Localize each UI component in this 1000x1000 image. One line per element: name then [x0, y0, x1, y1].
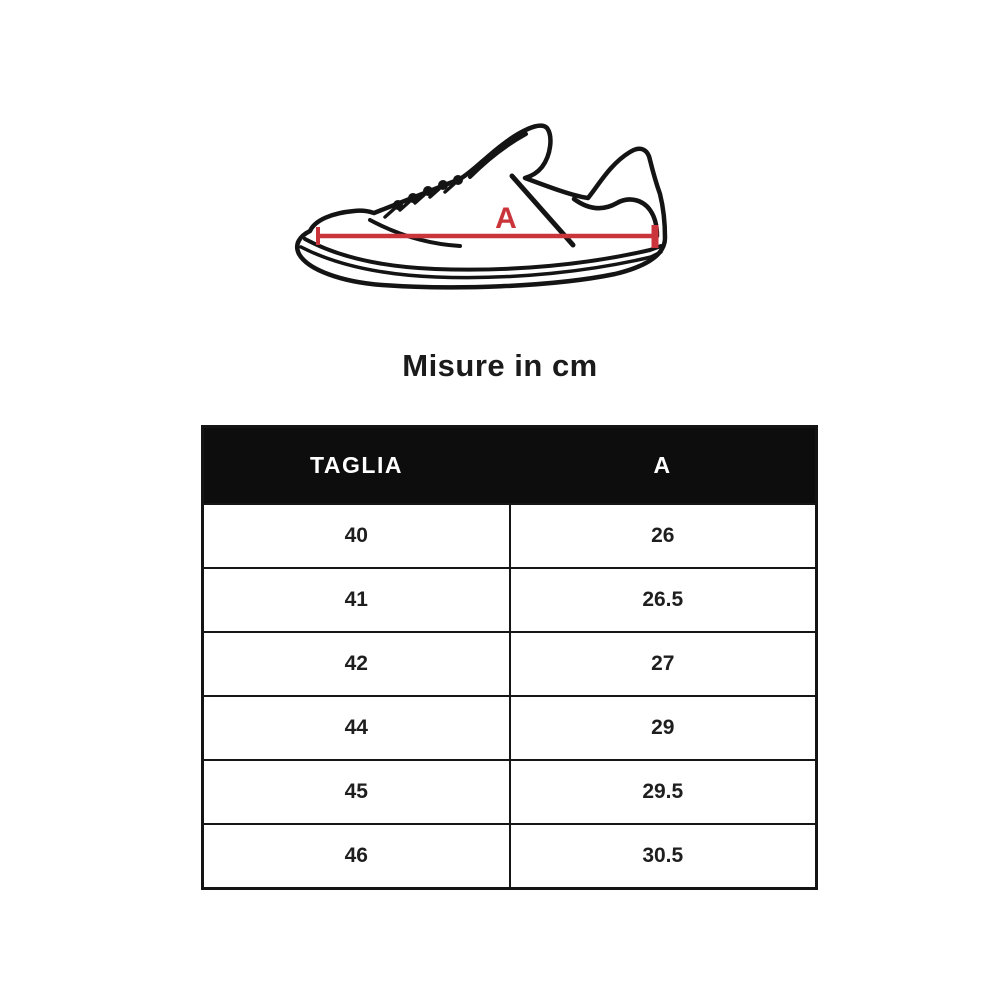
- header-cell-a: A: [509, 426, 817, 505]
- cell-a: 26: [508, 503, 818, 569]
- cell-a: 30.5: [508, 823, 818, 890]
- cell-a: 26.5: [508, 567, 818, 633]
- page-title: Misure in cm: [402, 348, 598, 383]
- cell-a: 29.5: [508, 759, 818, 825]
- size-table: TAGLIA A 40 26 41 26.5 42 27 44 29 45: [201, 425, 818, 890]
- sole-top-line: [303, 237, 663, 272]
- table-row: 45 29.5: [201, 759, 818, 825]
- table-row: 40 26: [201, 503, 818, 569]
- cell-taglia: 42: [201, 631, 511, 697]
- heel-overlay-line: [571, 196, 660, 239]
- quarter-seam-line: [509, 173, 576, 248]
- cell-taglia: 41: [201, 567, 511, 633]
- cell-a: 29: [508, 695, 818, 761]
- midsole-line: [299, 245, 663, 280]
- measure-label: A: [495, 202, 517, 235]
- table-row: 42 27: [201, 631, 818, 697]
- table-row: 44 29: [201, 695, 818, 761]
- table-row: 46 30.5: [201, 823, 818, 890]
- table-header-row: TAGLIA A: [202, 426, 817, 505]
- cell-taglia: 44: [201, 695, 511, 761]
- table-row: 41 26.5: [201, 567, 818, 633]
- cell-taglia: 45: [201, 759, 511, 825]
- cell-a: 27: [508, 631, 818, 697]
- cell-taglia: 40: [201, 503, 511, 569]
- measure-arrow: [316, 225, 659, 248]
- tongue-line: [468, 132, 528, 179]
- header-cell-taglia: TAGLIA: [202, 426, 510, 505]
- sneaker-diagram: A: [294, 123, 668, 290]
- lace-eyelets: [393, 175, 463, 210]
- cell-taglia: 46: [201, 823, 511, 890]
- lace-stitches: [383, 182, 456, 219]
